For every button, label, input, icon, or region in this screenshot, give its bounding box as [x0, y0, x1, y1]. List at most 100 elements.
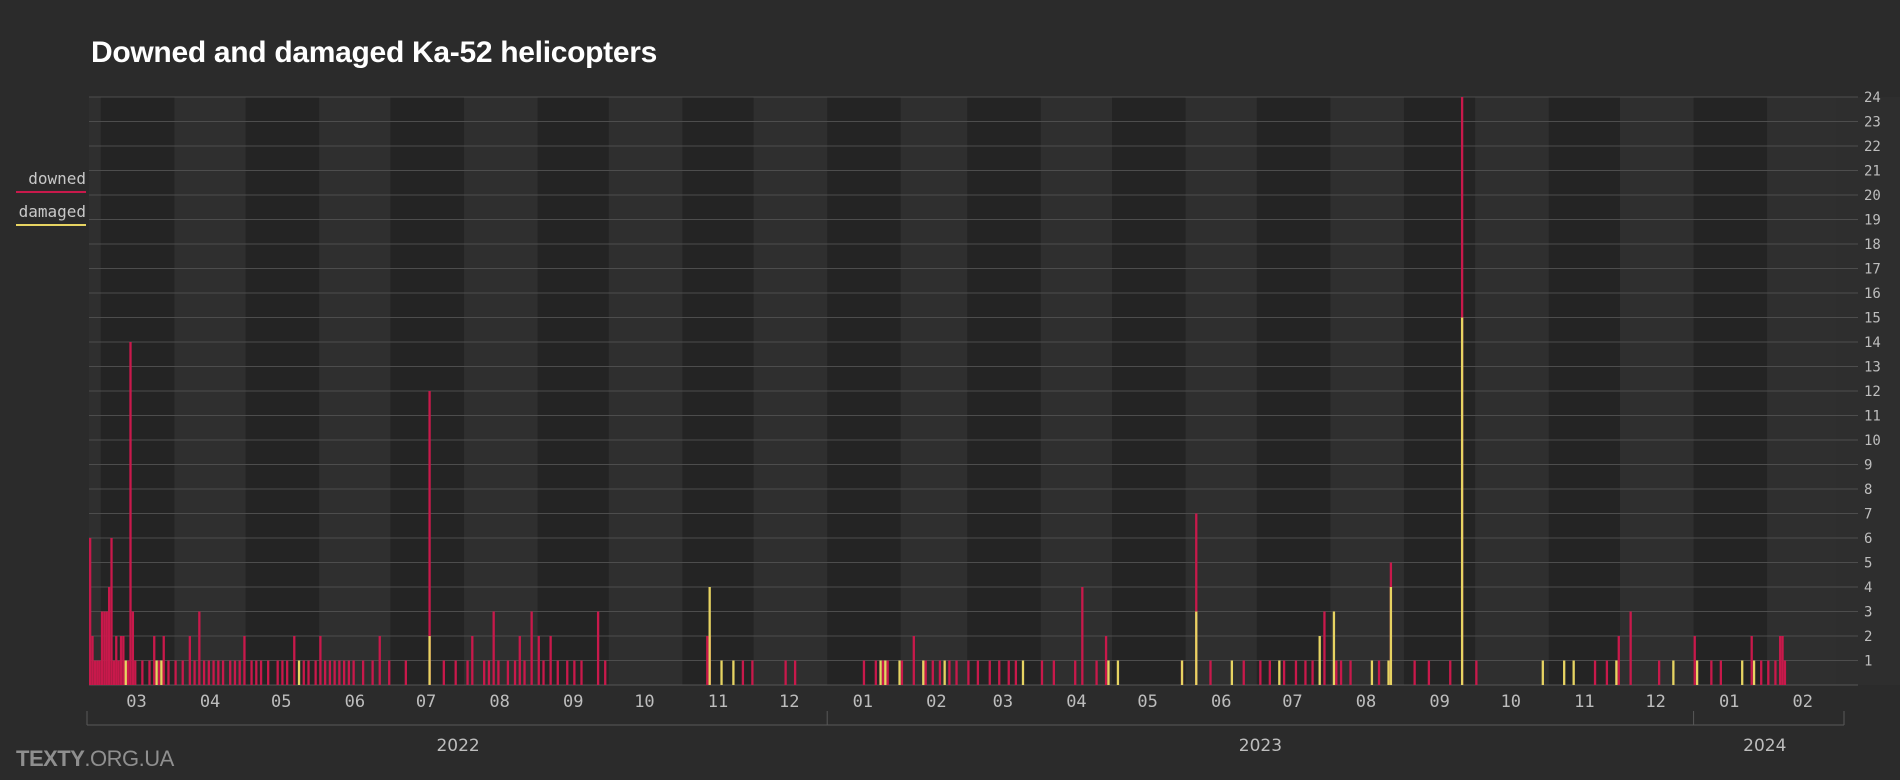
- y-tick-label: 21: [1864, 164, 1881, 180]
- downed-bar: [131, 611, 135, 685]
- downed-bar: [103, 611, 106, 685]
- downed-bar: [1282, 660, 1286, 685]
- month-label: 12: [779, 692, 799, 712]
- damaged-bar: [1116, 660, 1120, 685]
- downed-bar: [352, 660, 355, 685]
- downed-bar: [967, 660, 970, 685]
- downed-bar: [198, 611, 201, 685]
- downed-bar: [1760, 660, 1763, 685]
- y-tick-label: 2: [1864, 629, 1872, 645]
- downed-bar: [107, 587, 111, 685]
- month-label: 05: [271, 692, 291, 712]
- downed-bar: [1767, 660, 1770, 685]
- downed-bar: [112, 660, 116, 685]
- downed-bar: [1427, 660, 1431, 685]
- month-label: 10: [634, 692, 654, 712]
- damaged-bar: [922, 660, 925, 685]
- chart-title: Downed and damaged Ka-52 helicopters: [91, 36, 657, 69]
- downed-bar: [442, 660, 445, 685]
- downed-bar: [129, 342, 132, 685]
- downed-bar: [89, 538, 92, 685]
- month-label: 04: [200, 692, 220, 712]
- downed-bar: [556, 660, 559, 685]
- month-label: 07: [416, 692, 436, 712]
- downed-bar: [302, 660, 305, 685]
- y-tick-label: 10: [1864, 433, 1881, 449]
- downed-bar: [1268, 660, 1271, 685]
- y-tick-label: 16: [1864, 286, 1881, 302]
- downed-bar: [924, 660, 927, 685]
- downed-bar: [174, 660, 177, 685]
- month-label: 01: [1719, 692, 1739, 712]
- month-label: 03: [126, 692, 146, 712]
- month-label: 09: [563, 692, 583, 712]
- brand-logo[interactable]: TEXTY.ORG.UA: [16, 746, 174, 772]
- y-tick-label: 4: [1864, 580, 1872, 596]
- downed-bar: [542, 660, 545, 685]
- month-label: 03: [993, 692, 1013, 712]
- downed-bar: [141, 660, 144, 685]
- downed-bar: [286, 660, 289, 685]
- downed-bar: [604, 660, 607, 685]
- month-label: 12: [1645, 692, 1665, 712]
- damaged-bar: [1563, 660, 1566, 685]
- downed-bar: [281, 660, 284, 685]
- damaged-bar: [1460, 317, 1464, 685]
- downed-bar: [347, 660, 351, 685]
- downed-bar: [153, 636, 156, 685]
- downed-bar: [238, 660, 241, 685]
- downed-bar: [371, 660, 374, 685]
- downed-bar: [307, 660, 310, 685]
- damaged-bar: [1332, 611, 1336, 685]
- month-label: 07: [1282, 692, 1302, 712]
- downed-bar: [342, 660, 346, 685]
- downed-bar: [454, 660, 457, 685]
- downed-bar: [134, 660, 137, 685]
- downed-bar: [110, 538, 113, 685]
- month-label: 08: [489, 692, 509, 712]
- downed-bar: [162, 636, 165, 685]
- damaged-bar: [1230, 660, 1234, 685]
- downed-bar: [523, 660, 526, 685]
- y-tick-label: 14: [1864, 335, 1881, 351]
- downed-bar: [1294, 660, 1298, 685]
- downed-bar: [976, 660, 980, 685]
- downed-bar: [706, 636, 709, 685]
- y-tick-label: 23: [1864, 115, 1881, 131]
- downed-bar: [1007, 660, 1010, 685]
- damaged-bar: [1021, 660, 1025, 685]
- downed-bar: [1259, 660, 1262, 685]
- downed-bar: [938, 660, 942, 685]
- y-tick-label: 9: [1864, 458, 1872, 474]
- damaged-bar: [1318, 636, 1321, 685]
- downed-bar: [1617, 636, 1620, 685]
- downed-bar: [1593, 660, 1597, 685]
- downed-bar: [1774, 660, 1777, 685]
- legend: downed damaged: [16, 169, 86, 226]
- damaged-bar: [879, 660, 882, 685]
- downed-bar: [148, 660, 151, 685]
- downed-bar: [314, 660, 317, 685]
- downed-bar: [886, 660, 889, 685]
- downed-bar: [1750, 636, 1753, 685]
- downed-bar: [93, 660, 97, 685]
- downed-bar: [276, 660, 279, 685]
- downed-bar: [233, 660, 237, 685]
- downed-bar: [428, 391, 431, 685]
- downed-bar: [506, 660, 510, 685]
- downed-bar: [212, 660, 215, 685]
- y-tick-label: 19: [1864, 213, 1881, 229]
- month-label: 10: [1501, 692, 1521, 712]
- downed-bar: [988, 660, 991, 685]
- downed-bar: [580, 660, 583, 685]
- downed-bar: [1693, 636, 1696, 685]
- downed-bar: [117, 660, 120, 685]
- damaged-bar: [898, 660, 901, 685]
- y-tick-label: 15: [1864, 311, 1881, 327]
- y-tick-label: 8: [1864, 482, 1872, 498]
- downed-bar: [1014, 660, 1018, 685]
- downed-bar: [466, 660, 469, 685]
- downed-bar: [537, 636, 540, 685]
- damaged-bar: [155, 660, 158, 685]
